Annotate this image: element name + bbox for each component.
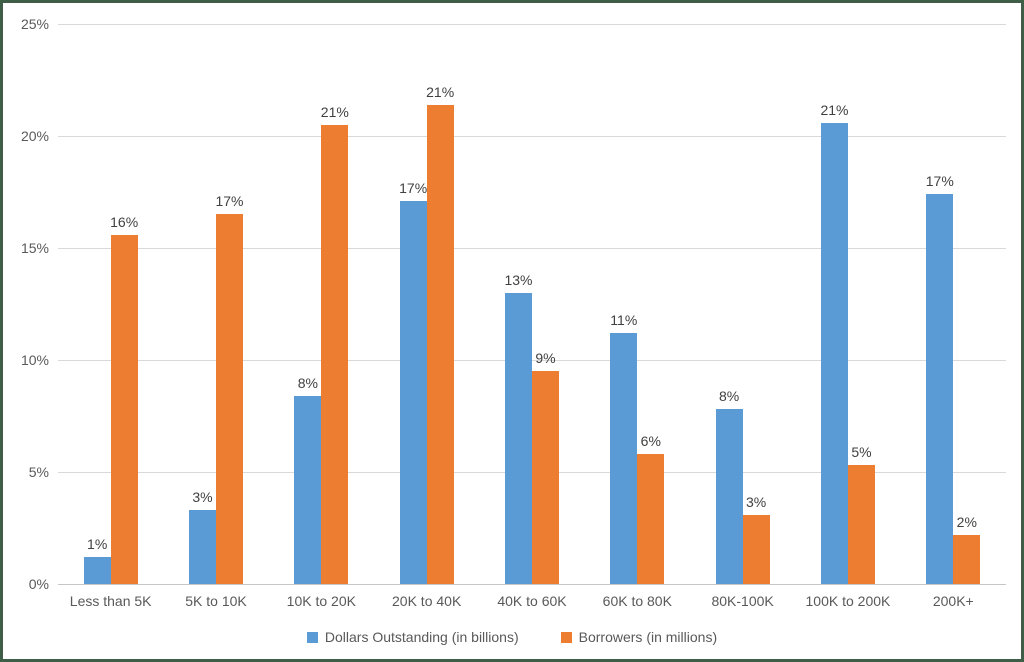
x-axis-category-label: 100K to 200K: [805, 593, 891, 609]
bar-group-40k-to-60k: 13% 9% 40K to 60K: [479, 24, 584, 609]
bar-dollars: 17%: [399, 180, 427, 584]
gridline-10%: [58, 360, 1006, 361]
bar-data-label: 9%: [535, 350, 556, 367]
x-axis-category-label: 200K+: [932, 593, 974, 609]
bar-data-label: 1%: [87, 536, 108, 553]
bar-borrowers: 6%: [637, 433, 665, 584]
bar-dollars: 8%: [294, 375, 322, 584]
bar-borrowers: 9%: [531, 350, 559, 584]
y-axis-tick-label: 15%: [20, 240, 49, 256]
x-axis-category-label: 5K to 10K: [185, 593, 247, 609]
y-axis-tick-label: 0%: [28, 576, 49, 592]
y-axis-tick-label: 25%: [20, 16, 49, 32]
bar-dollars: 3%: [188, 489, 216, 584]
plot-area: 0% 5% 10% 15% 20% 25% 1% 16% Less than 5K 3% 17% 5…: [21, 16, 1006, 609]
bar-group-200k-: 17% 2% 200K+: [901, 24, 1006, 609]
bar-data-label: 6%: [640, 433, 661, 450]
x-axis-category-label: Less than 5K: [69, 593, 152, 609]
y-axis-tick-label: 20%: [20, 128, 49, 144]
bar-data-label: 13%: [504, 271, 533, 288]
x-axis-category-label: 20K to 40K: [392, 593, 462, 609]
x-axis-category-label: 80K-100K: [711, 593, 774, 609]
x-axis-category-label: 10K to 20K: [286, 593, 356, 609]
bar-group-80k-100k: 8% 3% 80K-100K: [690, 24, 795, 609]
legend-entry-borrowers: Borrowers (in millions): [560, 629, 718, 645]
legend-swatch-orange: [560, 631, 572, 643]
bar-dollars: 21%: [820, 102, 848, 584]
bar-group-20k-to-40k: 17% 21% 20K to 40K: [374, 24, 479, 609]
bar-dollars: 1%: [83, 536, 111, 584]
bar-data-label: 17%: [399, 179, 428, 196]
bar-group-60k-to-80k: 11% 6% 60K to 80K: [585, 24, 690, 609]
legend-entry-dollars-outstanding: Dollars Outstanding (in billions): [306, 629, 519, 645]
bar-borrowers: 21%: [426, 84, 454, 584]
bar-data-label: 21%: [320, 103, 349, 120]
bar-data-label: 8%: [297, 374, 318, 391]
bar-dollars: 8%: [715, 388, 743, 584]
bar-dollars: 11%: [610, 312, 638, 584]
bar-data-label: 17%: [925, 173, 954, 190]
bar-data-label: 5%: [851, 444, 872, 461]
bar-borrowers: 21%: [321, 104, 349, 584]
bar-group-5k-to-10k: 3% 17% 5K to 10K: [163, 24, 268, 609]
gridline-25%: [58, 24, 1006, 25]
y-axis-tick-label: 5%: [28, 464, 49, 480]
bar-data-label: 3%: [746, 493, 767, 510]
gridline-20%: [58, 136, 1006, 137]
x-axis-category-label: 40K to 60K: [497, 593, 567, 609]
bar-group-100k-to-200k: 21% 5% 100K to 200K: [795, 24, 900, 609]
y-axis-tick-label: 10%: [20, 352, 49, 368]
bar-data-label: 2%: [956, 513, 977, 530]
bar-data-label: 8%: [719, 388, 740, 405]
legend-label: Borrowers (in millions): [578, 629, 718, 645]
bar-groups: 1% 16% Less than 5K 3% 17% 5K to 10K 8% 21% 10K …: [58, 24, 1006, 609]
x-axis-line: [58, 584, 1006, 585]
bar-borrowers: 17%: [215, 193, 244, 584]
bar-data-label: 21%: [426, 83, 455, 100]
bar-dollars: 17%: [926, 173, 954, 584]
bar-group-10k-to-20k: 8% 21% 10K to 20K: [269, 24, 374, 609]
bar-borrowers: 5%: [847, 444, 875, 584]
bar-data-label: 11%: [610, 312, 638, 329]
bar-data-label: 17%: [215, 193, 244, 210]
bar-borrowers: 3%: [742, 494, 770, 584]
bar-dollars: 13%: [504, 272, 532, 584]
legend: Dollars Outstanding (in billions) Borrow…: [3, 629, 1021, 645]
bar-data-label: 3%: [192, 489, 213, 506]
bar-borrowers: 16%: [110, 214, 138, 584]
bar-data-label: 21%: [820, 101, 849, 118]
bar-borrowers: 2%: [953, 514, 981, 584]
legend-label: Dollars Outstanding (in billions): [324, 629, 519, 645]
bar-data-label: 16%: [110, 213, 139, 230]
bar-group-less-than-5k: 1% 16% Less than 5K: [58, 24, 163, 609]
legend-swatch-blue: [306, 631, 318, 643]
gridline-15%: [58, 248, 1006, 249]
x-axis-category-label: 60K to 80K: [602, 593, 672, 609]
